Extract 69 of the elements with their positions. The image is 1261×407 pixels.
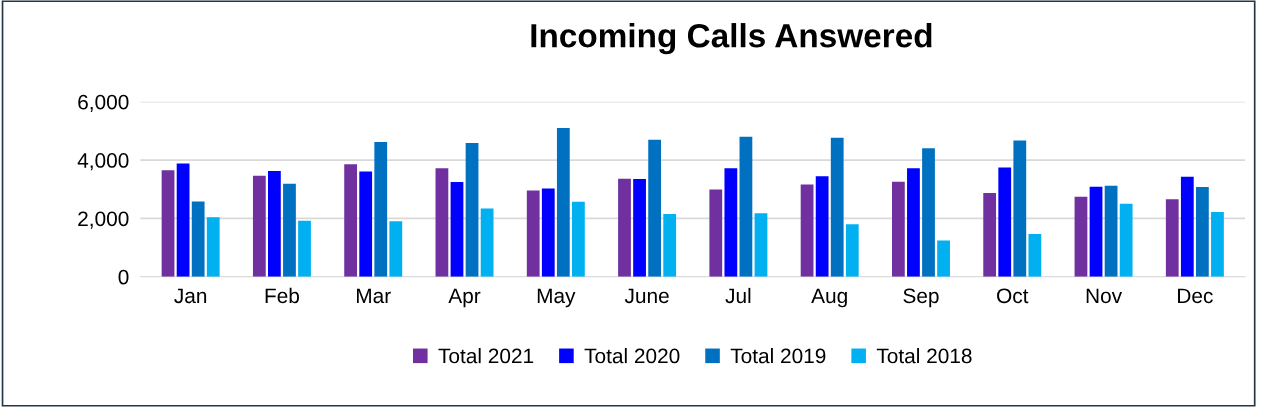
bar bbox=[633, 179, 646, 277]
bar bbox=[922, 148, 935, 277]
bar bbox=[541, 188, 555, 277]
x-tick-label: Dec bbox=[1178, 288, 1213, 304]
x-tick-label: Mar bbox=[356, 288, 391, 304]
bar bbox=[1013, 140, 1027, 277]
bar bbox=[724, 168, 738, 277]
x-tick-label: Apr bbox=[448, 288, 481, 308]
y-tick-label: 0 bbox=[118, 269, 129, 285]
legend-label: Total 2021 bbox=[438, 348, 534, 364]
bar bbox=[556, 128, 570, 277]
chart-title: Incoming Calls Answered bbox=[531, 23, 932, 55]
legend-label: Total 2019 bbox=[730, 348, 826, 364]
bar bbox=[907, 168, 920, 277]
bar bbox=[252, 175, 266, 277]
legend-label: Total 2020 bbox=[584, 348, 680, 364]
bar bbox=[1195, 186, 1209, 277]
bar bbox=[845, 224, 859, 277]
bar bbox=[1089, 186, 1103, 277]
bar bbox=[374, 142, 388, 277]
bar bbox=[1180, 176, 1194, 277]
x-tick-label: Oct bbox=[997, 288, 1029, 304]
bar bbox=[480, 208, 494, 277]
bar bbox=[283, 183, 296, 277]
bar bbox=[800, 184, 814, 277]
bar bbox=[450, 181, 464, 277]
x-tick-label: Jan bbox=[174, 288, 207, 304]
y-tick-label: 4,000 bbox=[77, 153, 129, 171]
bar bbox=[1165, 199, 1179, 277]
bar bbox=[191, 201, 205, 277]
x-tick-label: Feb bbox=[265, 287, 300, 304]
bar bbox=[268, 170, 281, 277]
bar bbox=[1104, 185, 1118, 277]
y-tick-label: 2,000 bbox=[78, 211, 129, 229]
bar bbox=[1074, 196, 1088, 277]
legend-label: Total 2018 bbox=[876, 348, 972, 364]
x-tick-label: Aug bbox=[811, 288, 847, 308]
bar bbox=[206, 217, 220, 277]
bar bbox=[526, 190, 540, 277]
bar bbox=[618, 178, 631, 277]
bar bbox=[709, 189, 723, 277]
bar bbox=[937, 240, 950, 277]
bar bbox=[572, 201, 585, 277]
bar bbox=[435, 168, 449, 277]
bar bbox=[465, 142, 479, 277]
bar bbox=[161, 170, 175, 277]
bar bbox=[1028, 233, 1042, 277]
bar bbox=[389, 221, 403, 277]
x-tick-label: May bbox=[537, 288, 576, 308]
bar bbox=[830, 137, 844, 277]
bar bbox=[998, 167, 1012, 277]
bar bbox=[754, 213, 768, 277]
x-tick-label: Nov bbox=[1086, 288, 1123, 304]
bar bbox=[1211, 212, 1224, 277]
x-tick-label: June bbox=[624, 288, 669, 304]
bar bbox=[359, 171, 373, 277]
bar bbox=[663, 214, 677, 277]
x-tick-label: Jul bbox=[725, 287, 751, 304]
bar bbox=[298, 220, 311, 277]
bar bbox=[891, 181, 905, 277]
bar bbox=[176, 163, 190, 277]
y-tick-label: 6,000 bbox=[78, 94, 129, 112]
x-tick-label: Sep bbox=[903, 288, 939, 308]
bar bbox=[1119, 203, 1133, 277]
bar bbox=[815, 176, 829, 277]
bar bbox=[983, 193, 997, 277]
bar bbox=[739, 136, 753, 277]
bar bbox=[648, 139, 662, 277]
bar bbox=[344, 164, 358, 277]
